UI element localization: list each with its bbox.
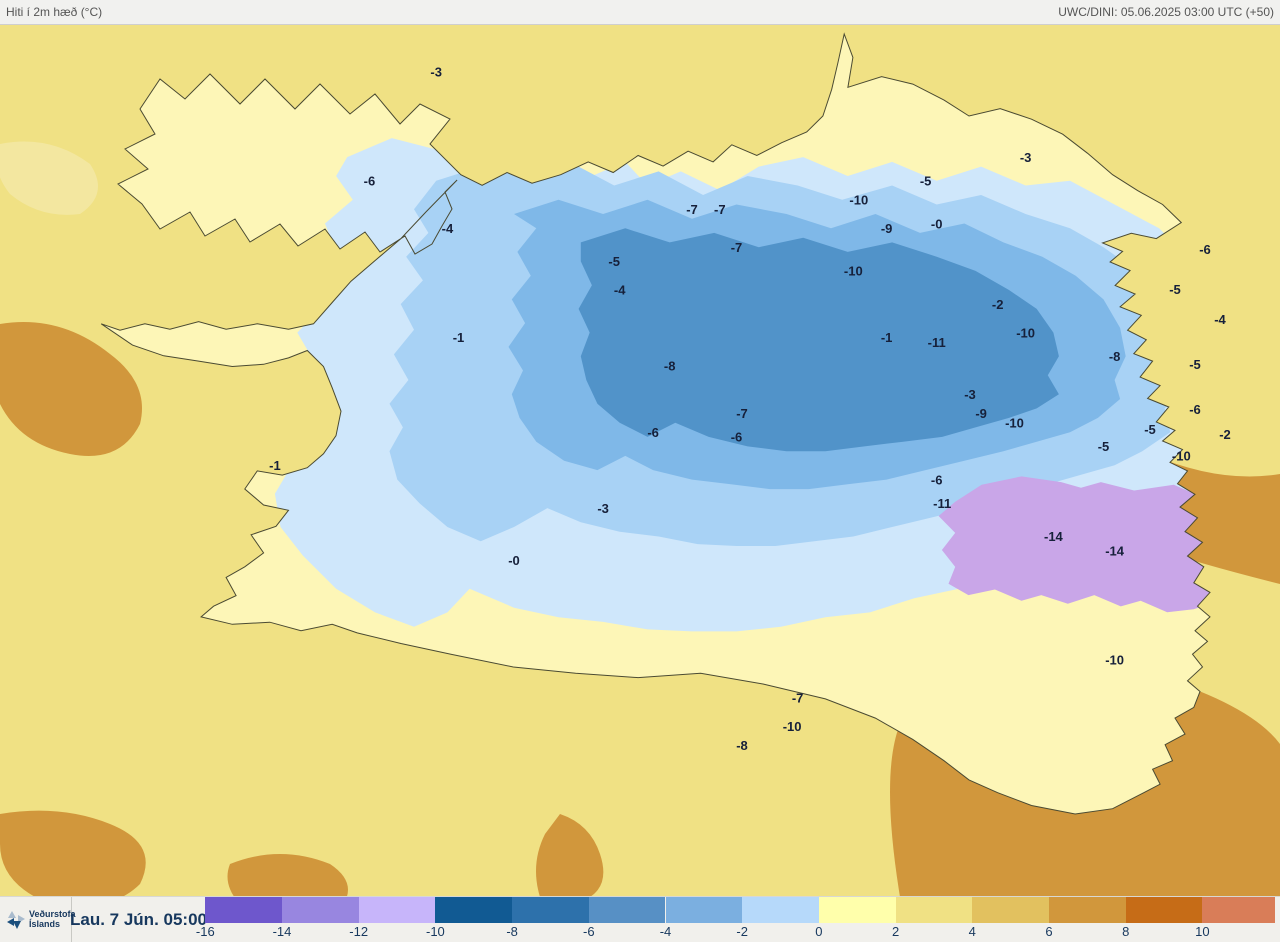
svg-text:-11: -11 [933, 496, 951, 511]
svg-text:-7: -7 [736, 406, 748, 421]
svg-text:-3: -3 [430, 65, 442, 80]
svg-text:-8: -8 [736, 738, 748, 753]
svg-text:-10: -10 [849, 193, 868, 208]
svg-text:-7: -7 [792, 691, 804, 706]
svg-text:-1: -1 [881, 330, 893, 345]
svg-text:-8: -8 [1109, 349, 1121, 364]
svg-text:-2: -2 [1219, 427, 1231, 442]
svg-text:-3: -3 [597, 501, 609, 516]
svg-text:-14: -14 [1044, 529, 1064, 544]
svg-text:-9: -9 [881, 221, 893, 236]
svg-text:-2: -2 [992, 297, 1004, 312]
svg-text:-7: -7 [714, 202, 726, 217]
svg-text:-5: -5 [1144, 422, 1156, 437]
svg-text:-0: -0 [508, 553, 520, 568]
svg-text:-6: -6 [731, 430, 743, 445]
svg-text:-7: -7 [731, 240, 743, 255]
svg-text:-10: -10 [1016, 325, 1035, 340]
svg-text:-1: -1 [453, 330, 465, 345]
svg-text:-3: -3 [1020, 150, 1032, 165]
svg-text:-10: -10 [844, 264, 863, 279]
svg-text:-5: -5 [1098, 439, 1110, 454]
svg-text:-8: -8 [664, 359, 676, 374]
svg-text:-0: -0 [931, 216, 943, 231]
svg-text:-14: -14 [1105, 544, 1125, 559]
svg-text:-6: -6 [1199, 242, 1211, 257]
svg-text:-6: -6 [647, 425, 659, 440]
svg-text:-6: -6 [1189, 402, 1201, 417]
svg-text:-4: -4 [442, 221, 454, 236]
svg-text:-10: -10 [1172, 449, 1191, 464]
svg-text:-1: -1 [269, 458, 281, 473]
svg-text:-7: -7 [686, 202, 698, 217]
svg-text:-4: -4 [614, 283, 626, 298]
svg-text:-11: -11 [928, 335, 946, 350]
svg-text:-10: -10 [783, 719, 802, 734]
svg-text:-6: -6 [931, 472, 943, 487]
svg-text:-5: -5 [1189, 357, 1201, 372]
svg-text:-5: -5 [608, 254, 620, 269]
svg-text:-5: -5 [920, 174, 932, 189]
svg-text:-3: -3 [964, 387, 976, 402]
svg-text:-10: -10 [1005, 415, 1024, 430]
svg-text:-10: -10 [1105, 653, 1124, 668]
svg-text:-9: -9 [975, 406, 987, 421]
svg-text:-6: -6 [364, 174, 376, 189]
svg-text:-5: -5 [1169, 282, 1181, 297]
svg-text:-4: -4 [1214, 312, 1226, 327]
